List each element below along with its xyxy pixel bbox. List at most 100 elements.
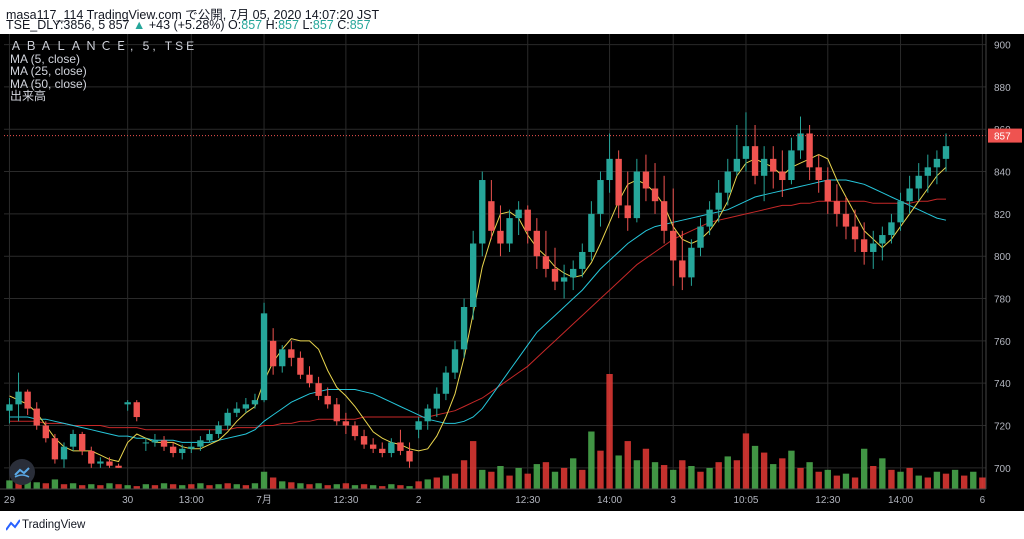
volume-bar [324,485,331,489]
volume-bar [915,475,922,489]
close-label: C: [337,18,350,32]
symbol-price: TSE_DLY:3856, 5 857 [6,18,130,32]
time-tick-label: 6 [980,495,986,506]
volume-bar [51,479,59,489]
volume-bar [142,484,150,489]
volume-bar [760,452,768,489]
volume-bar [306,484,313,489]
candle-body [497,230,504,244]
ma5-line [9,154,947,463]
candle-body [624,205,631,219]
volume-bar [397,485,404,489]
candle-body [660,201,668,231]
candle-body [242,404,250,409]
candle-body [188,446,195,449]
volume-bar [806,462,813,489]
candle-body [697,226,704,248]
candle-body [69,433,77,447]
volume-bar [642,448,650,489]
candle-body [924,167,931,176]
volume-bar [570,458,577,489]
candle-body [651,188,659,202]
time-tick-label: 7月 [256,494,272,506]
price-tick-label: 700 [994,464,1011,475]
volume-bar [742,433,750,489]
candle-body [324,395,331,405]
candle-body [60,446,68,460]
volume-bar [815,471,822,489]
legend-ma50[interactable]: MA (50, close) [10,76,87,91]
candle-body [169,446,177,454]
candle-body [588,213,595,252]
candle-body [369,444,377,449]
candle-body [570,268,577,278]
volume-bar [206,485,213,489]
volume-bar [770,464,777,489]
volume-bar [697,471,704,489]
candle-body [542,256,550,269]
symbol-info-line: TSE_DLY:3856, 5 857 ▲ +43 (+5.28%) O:857… [6,18,371,32]
volume-bar [960,475,968,489]
candle-body [533,230,541,257]
volume-bar [24,481,31,489]
candle-body [879,235,886,244]
candle-body [115,465,122,468]
price-tick-label: 800 [994,252,1011,263]
candle-body [642,171,650,189]
volume-bar [670,469,677,489]
volume-bar [315,483,322,489]
volume-bar [797,467,804,489]
volume-bar [860,448,868,489]
volume-bar [151,485,159,489]
candle-body [933,158,941,168]
chart-canvas[interactable]: 7007207407607808008208408608809008572930… [0,34,1024,511]
chart-pane[interactable]: 7007207407607808008208408608809008572930… [0,34,1024,511]
time-tick-label: 10:05 [733,495,758,506]
candle-body [579,251,586,269]
legend-ma5[interactable]: MA (5, close) [10,51,81,66]
candle-body [233,408,240,413]
low-value: 857 [312,18,334,32]
candle-body [824,180,831,202]
candle-body [842,213,850,227]
candle-body [433,393,440,409]
candle-body [906,188,913,202]
candle-body [306,374,313,384]
legend-volume[interactable]: 出来高 [10,89,47,103]
tradingview-logo-icon [6,519,20,531]
volume-bar [833,475,841,489]
volume-bar [406,486,413,489]
candle-body [770,158,777,172]
tradingview-brand[interactable]: TradingView [22,519,86,531]
candle-body [760,158,768,176]
volume-bar [188,484,195,489]
volume-bar [942,473,950,489]
candle-body [688,247,695,278]
volume-bar [451,473,459,489]
time-tick-label: 3 [670,495,676,506]
candle-body [406,450,413,462]
candle-body [870,243,877,252]
volume-bar [415,481,422,489]
candle-body [451,349,459,373]
candle-body [706,209,713,227]
candle-body [133,402,140,418]
time-tick-label: 29 [4,495,16,506]
ma25-line [9,179,947,443]
volume-bar [115,484,122,489]
price-tick-label: 740 [994,379,1011,390]
volume-bar [79,485,86,489]
last-price-label: 857 [994,132,1011,143]
candle-body [279,349,286,367]
volume-bar [679,460,686,489]
volume-bar [724,456,731,489]
volume-bar [233,484,240,489]
candle-body [51,438,59,460]
candle-body [615,158,622,206]
time-tick-label: 2 [416,495,422,506]
close-value: 857 [349,18,371,32]
candle-body [397,442,404,451]
legend-ma25[interactable]: MA (25, close) [10,64,87,78]
candle-body [915,175,922,189]
last-price-badge [988,128,1022,143]
